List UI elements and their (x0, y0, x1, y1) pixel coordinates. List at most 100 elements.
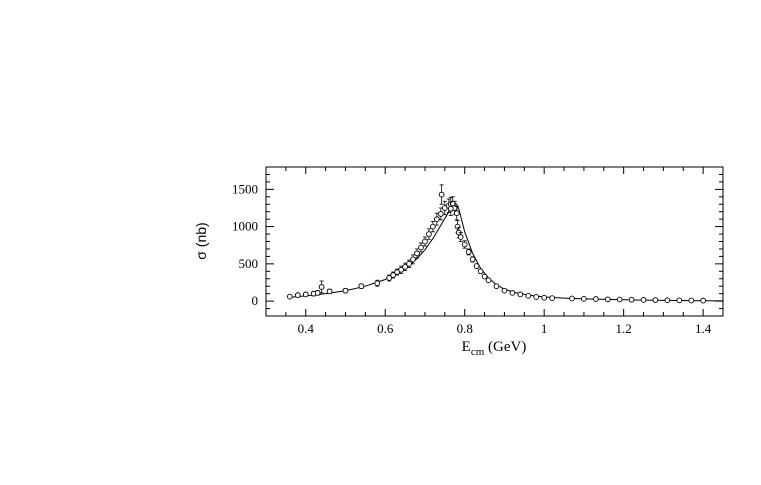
point-marker (318, 284, 325, 290)
point-marker (438, 191, 445, 198)
data-point (473, 263, 480, 269)
point-marker (549, 295, 555, 301)
point-marker (616, 296, 623, 303)
data-point (569, 295, 575, 302)
point-marker (406, 261, 412, 267)
point-marker (664, 297, 671, 304)
data-point (465, 248, 472, 256)
data-point (326, 288, 333, 295)
point-marker (402, 263, 408, 270)
point-marker (640, 297, 647, 303)
data-point (509, 290, 516, 296)
point-marker (652, 297, 659, 303)
point-marker (358, 283, 365, 290)
x-tick-label: 1.4 (695, 321, 712, 336)
data-point (410, 254, 416, 265)
x-tick-labels: 0.4 0.6 0.8 1 1.2 1.4 (298, 321, 712, 336)
data-point (314, 290, 321, 296)
data-point (485, 277, 492, 284)
data-point (390, 271, 397, 279)
data-point (592, 296, 599, 302)
data-point (541, 294, 548, 301)
point-marker (398, 266, 404, 273)
point-marker (541, 294, 548, 301)
data-point (461, 240, 468, 249)
data-point (477, 268, 484, 275)
point-marker (418, 244, 424, 251)
point-marker (414, 250, 420, 257)
y-tick-label: 1000 (232, 219, 258, 234)
data-point (422, 236, 428, 247)
data-point (700, 297, 706, 304)
data-point (447, 201, 454, 216)
y-axis-title: σ (nb) (193, 222, 209, 259)
data-point (358, 283, 365, 290)
point-marker (294, 292, 301, 298)
data-point (406, 259, 412, 268)
data-point (438, 207, 444, 221)
point-marker (477, 268, 484, 275)
axis-ticks (266, 167, 723, 316)
data-point (457, 232, 464, 242)
point-marker (517, 291, 524, 298)
point-marker (422, 238, 428, 245)
point-marker (509, 290, 516, 296)
point-marker (438, 211, 444, 217)
data-point (533, 294, 540, 300)
x-tick-label: 0.4 (298, 321, 315, 336)
data-point (640, 297, 647, 303)
x-tick-label: 1 (541, 321, 548, 336)
point-marker (410, 256, 416, 263)
point-marker (469, 256, 476, 263)
data-point (394, 268, 400, 276)
point-marker (501, 287, 508, 294)
point-marker (604, 296, 611, 303)
data-point (453, 206, 460, 221)
data-point (294, 292, 301, 298)
point-marker (676, 297, 683, 304)
data-point (652, 297, 659, 303)
data-point (664, 297, 671, 304)
point-marker (473, 263, 480, 269)
point-marker (688, 297, 695, 304)
point-marker (628, 296, 635, 303)
data-point (430, 220, 436, 233)
point-marker (453, 210, 460, 217)
point-marker (533, 294, 540, 300)
data-point (481, 273, 488, 280)
x-axis-title: Ecm (GeV) (462, 339, 527, 358)
data-point (438, 184, 445, 205)
point-marker (465, 249, 472, 255)
data-point (517, 291, 524, 298)
data-point (616, 296, 623, 303)
data-point (302, 291, 309, 298)
data-point (469, 256, 476, 263)
point-marker (457, 234, 464, 240)
data-point (581, 296, 587, 302)
point-marker (454, 223, 461, 230)
point-marker (430, 223, 436, 230)
y-tick-label: 0 (252, 293, 259, 308)
data-point (688, 297, 695, 304)
x-tick-label: 1.2 (616, 321, 632, 336)
data-point (604, 296, 611, 303)
point-marker (485, 277, 492, 284)
data-point (501, 287, 508, 294)
point-marker (581, 296, 587, 302)
point-marker (700, 297, 706, 304)
data-point (525, 293, 532, 299)
data-point (318, 280, 325, 294)
data-point (342, 287, 349, 294)
point-marker (426, 231, 432, 237)
data-point (414, 248, 420, 259)
data-point (286, 293, 293, 300)
data-point (426, 228, 432, 240)
x-axis-title-tail: (GeV) (484, 339, 526, 355)
y-tick-labels: 0 500 1000 1500 (232, 181, 258, 308)
data-point (493, 283, 500, 290)
point-marker (434, 216, 440, 223)
data-point (628, 296, 635, 303)
data-point (549, 295, 555, 301)
data-point (434, 212, 440, 226)
point-marker (286, 293, 293, 300)
